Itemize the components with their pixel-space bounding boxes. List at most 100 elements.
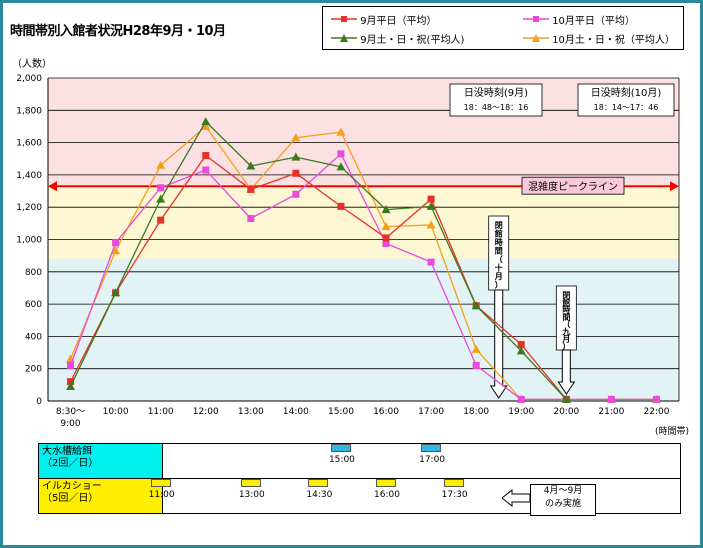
- schedule-time-label: 11:00: [148, 490, 175, 500]
- peak-line-arrow-right: [670, 181, 679, 192]
- y-tick-label: 200: [25, 365, 42, 375]
- x-tick-label-line: 10:00: [103, 407, 129, 417]
- legend-marker-oct-holiday: [523, 34, 549, 42]
- close-oct-char: 時: [495, 237, 503, 247]
- close-oct-char: （: [495, 254, 503, 264]
- sunset-oct-title: 日没時刻(10月): [591, 86, 662, 99]
- data-point: [471, 344, 481, 353]
- close-sep-arrow-icon: [557, 349, 576, 395]
- schedule-bar: [150, 479, 171, 487]
- x-tick-label: 15:00: [328, 407, 354, 417]
- data-point: [292, 169, 300, 177]
- schedule-time-label: 14:30: [306, 490, 333, 500]
- close-sep-char: 月: [561, 335, 570, 344]
- data-point: [156, 194, 166, 203]
- legend-marker-sep-holiday: [331, 34, 357, 42]
- x-tick-label-line: 18:00: [463, 407, 489, 417]
- sunset-sep-title: 日没時刻(9月): [464, 86, 528, 99]
- band-high: [48, 78, 679, 187]
- close-sep-char: 間: [562, 313, 570, 322]
- data-point: [426, 201, 436, 210]
- x-tick-label: 20:00: [553, 407, 579, 417]
- x-tick-label: 10:00: [103, 407, 129, 417]
- data-point: [202, 166, 210, 174]
- series-line: [69, 120, 567, 400]
- data-point: [67, 378, 75, 386]
- data-point: [157, 216, 165, 224]
- y-tick-label: 2,000: [16, 74, 42, 84]
- data-point: [381, 205, 391, 214]
- close-oct-char: ）: [495, 280, 503, 290]
- legend-item-sep-holiday: 9月土・日・祝(平均人): [331, 31, 464, 46]
- data-point: [66, 381, 76, 390]
- x-tick-label: 18:00: [463, 407, 489, 417]
- close-oct-char: 十: [495, 263, 503, 273]
- x-tick-label: 8:30～ 9:00: [56, 407, 85, 429]
- series-line: [69, 152, 657, 401]
- data-point: [516, 346, 526, 355]
- data-point: [246, 161, 256, 170]
- data-point: [157, 184, 165, 192]
- data-point: [337, 150, 345, 158]
- sunset-sep-time: 18：48～18：16: [464, 103, 529, 112]
- data-point: [561, 394, 571, 403]
- close-sep-char: ）: [562, 341, 570, 351]
- x-tick-label: 22:00: [643, 407, 669, 417]
- close-oct-arrow-icon: [489, 289, 508, 399]
- x-tick-label-line: 13:00: [238, 407, 264, 417]
- schedule-bar: [330, 444, 351, 452]
- close-oct-char: 間: [495, 247, 503, 256]
- close-oct-label: 閉館時間（十月）: [494, 221, 503, 290]
- y-tick-label: 400: [25, 332, 42, 342]
- data-point: [111, 288, 121, 297]
- schedule-note-text: 4月～9月 のみ実施: [543, 486, 583, 509]
- legend-item-oct-weekday: 10月平日（平均）: [523, 12, 635, 27]
- y-tick-label: 600: [25, 300, 42, 310]
- y-axis-unit-label: （人数）: [12, 59, 52, 70]
- data-point: [382, 234, 390, 242]
- x-tick-label: 12:00: [193, 407, 219, 417]
- data-point: [427, 195, 435, 203]
- schedule-time-label: 16:00: [374, 490, 400, 500]
- data-point: [291, 133, 301, 142]
- data-point: [156, 160, 166, 169]
- peak-line-arrow-left: [48, 181, 57, 192]
- x-tick-label-line: 14:00: [283, 407, 309, 417]
- x-tick-label-line: 19:00: [508, 407, 534, 417]
- data-point: [517, 395, 525, 403]
- legend: 9月平日（平均） 10月平日（平均） 9月土・日・祝(平均人) 10月土・日・祝…: [322, 6, 684, 50]
- schedule-bar: [376, 479, 397, 487]
- sunset-oct-time: 18：14～17：46: [594, 103, 659, 112]
- data-point: [336, 162, 346, 171]
- schedule-time-label: 17:00: [419, 455, 446, 465]
- peak-line-label: 混雑度ピークライン: [528, 180, 618, 193]
- x-tick-label-line: 20:00: [553, 407, 579, 417]
- schedule-bar: [443, 479, 464, 487]
- x-tick-label: 21:00: [598, 407, 624, 417]
- schedule-time-label: 17:30: [441, 490, 468, 500]
- schedule-bar: [421, 444, 442, 452]
- chart-title: 時間帯別入館者状況H28年9月・10月: [10, 24, 226, 39]
- data-point: [517, 340, 525, 348]
- schedule-bar: [308, 479, 329, 487]
- close-oct-char: 月: [494, 272, 503, 281]
- sunset-sep-box: [449, 83, 543, 117]
- data-point: [112, 239, 120, 247]
- close-sep-char: 九: [561, 326, 570, 336]
- y-tick-label: 1,600: [16, 139, 42, 149]
- x-tick-label: 13:00: [238, 407, 264, 417]
- x-tick-label-line: 21:00: [598, 407, 624, 417]
- close-oct-char: 館: [494, 229, 503, 239]
- close-sep-char: 閉: [562, 291, 570, 300]
- x-tick-label: 19:00: [508, 407, 534, 417]
- note-arrow-icon: [502, 488, 531, 508]
- schedule-label-aquarium-feeding: 大水槽給餌 （2回／日）: [39, 444, 163, 478]
- close-sep-char: （: [562, 319, 570, 329]
- data-point: [337, 202, 345, 210]
- data-point: [336, 127, 346, 136]
- legend-marker-oct-weekday: [523, 16, 549, 22]
- y-tick-label: 1,000: [16, 236, 42, 246]
- data-point: [652, 395, 660, 403]
- data-point: [607, 395, 615, 403]
